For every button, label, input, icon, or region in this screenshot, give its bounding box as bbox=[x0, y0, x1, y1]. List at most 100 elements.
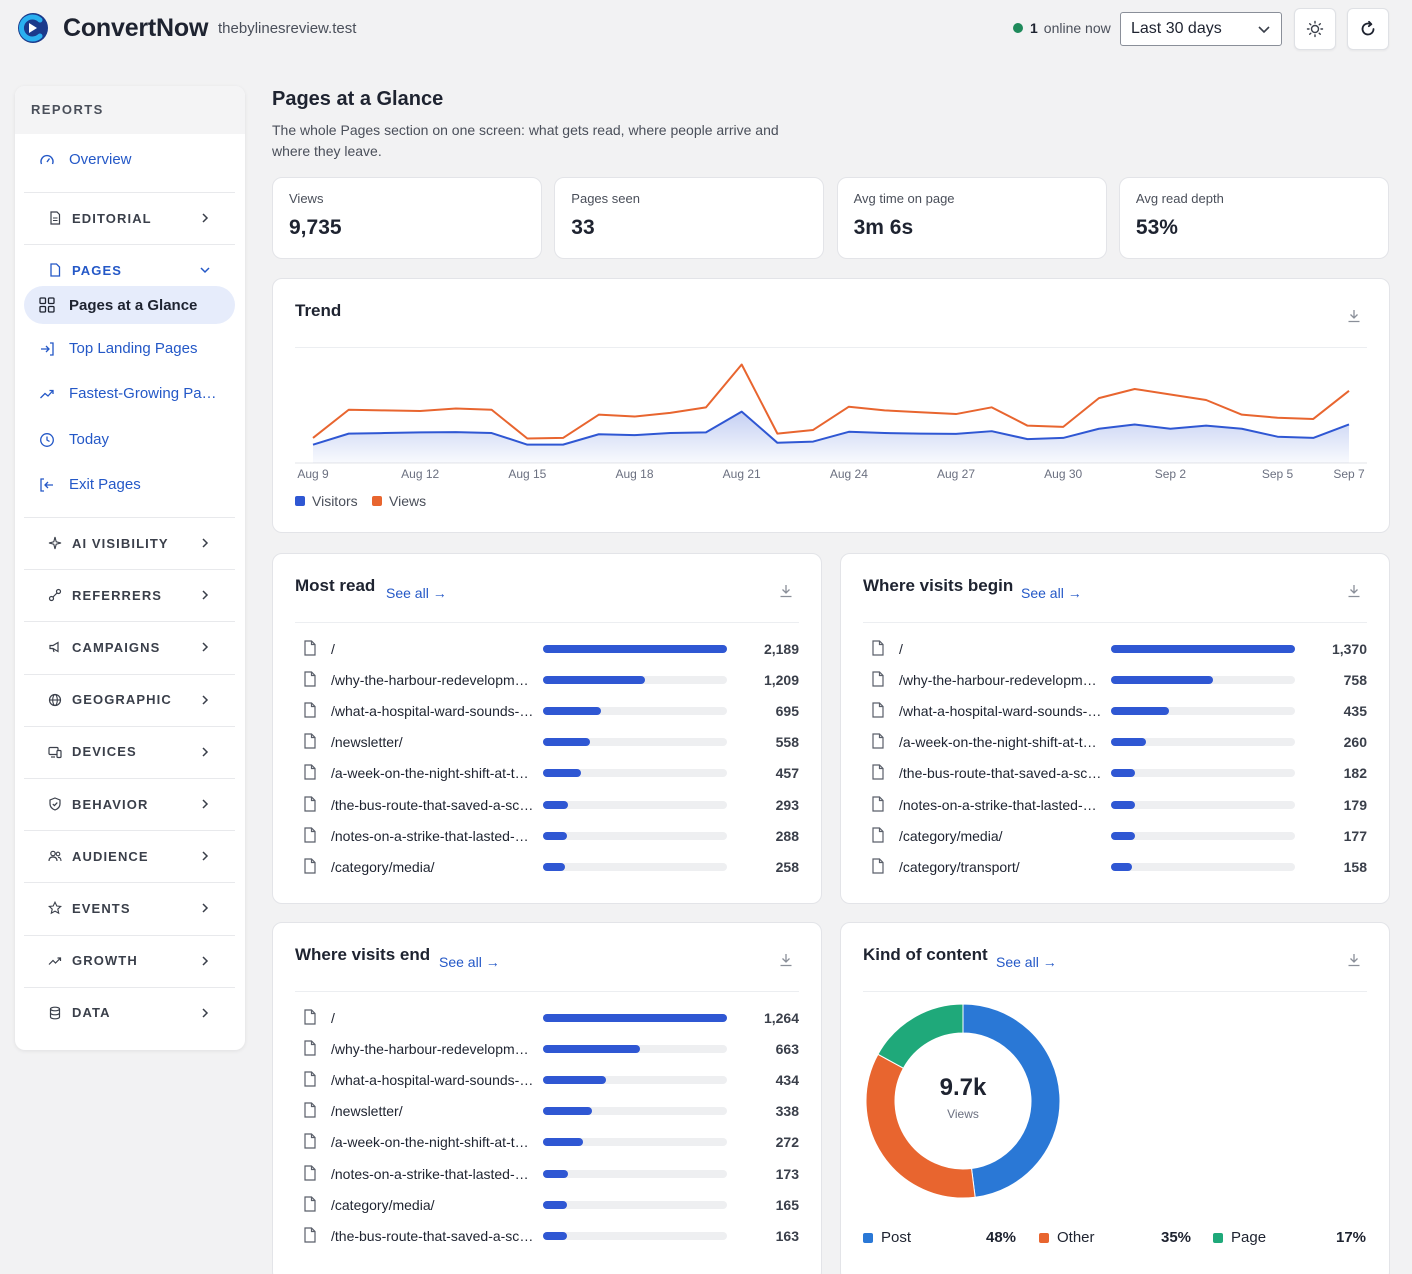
page-path[interactable]: /newsletter/ bbox=[331, 734, 403, 751]
list-row[interactable]: /notes-on-a-strike-that-lasted-a-year/17… bbox=[863, 793, 1367, 817]
list-row[interactable]: /a-week-on-the-night-shift-at-the-depot/… bbox=[863, 730, 1367, 754]
list-row[interactable]: / 1,264 bbox=[295, 1006, 799, 1030]
list-row[interactable]: /notes-on-a-strike-that-lasted-a-year/17… bbox=[295, 1162, 799, 1186]
date-range-select[interactable]: Last 30 days bbox=[1120, 12, 1282, 46]
page-path[interactable]: /category/media/ bbox=[331, 858, 435, 875]
list-row[interactable]: /category/transport/158 bbox=[863, 855, 1367, 879]
row-value: 165 bbox=[775, 1196, 799, 1213]
sidebar-section-growth[interactable]: GROWTH bbox=[24, 936, 235, 986]
page-path[interactable]: /a-week-on-the-night-shift-at-the-depot/ bbox=[331, 1134, 536, 1151]
page-path[interactable]: /a-week-on-the-night-shift-at-the-depot/ bbox=[899, 734, 1104, 751]
page-path[interactable]: / bbox=[331, 641, 335, 657]
list-row[interactable]: /newsletter/338 bbox=[295, 1099, 799, 1123]
sidebar-item-pages-at-a-glance[interactable]: Pages at a Glance bbox=[24, 286, 235, 324]
page-path[interactable]: /notes-on-a-strike-that-lasted-a-year/ bbox=[899, 796, 1104, 813]
page-path[interactable]: /the-bus-route-that-saved-a-school/ bbox=[331, 1227, 536, 1244]
list-row[interactable]: /why-the-harbour-redevelopment-stalled/6… bbox=[295, 1037, 799, 1061]
page-path[interactable]: /category/media/ bbox=[331, 1196, 435, 1213]
download-icon[interactable] bbox=[1347, 584, 1361, 598]
page-path[interactable]: /category/transport/ bbox=[899, 858, 1020, 875]
list-row[interactable]: /why-the-harbour-redevelopment-stalled/7… bbox=[863, 668, 1367, 692]
sidebar-item-overview[interactable]: Overview bbox=[39, 151, 132, 168]
sidebar-section-ai-visibility[interactable]: AI VISIBILITY bbox=[24, 518, 235, 568]
chevron-down-icon bbox=[1258, 26, 1270, 34]
legend-percent: 48% bbox=[986, 1229, 1017, 1246]
see-all-link[interactable]: See all → bbox=[386, 585, 447, 601]
page-path[interactable]: /why-the-harbour-redevelopment-stalled/ bbox=[331, 672, 536, 689]
divider bbox=[863, 622, 1367, 623]
page-path[interactable]: /notes-on-a-strike-that-lasted-a-year/ bbox=[331, 1165, 536, 1182]
list-row[interactable]: / 1,370 bbox=[863, 637, 1367, 661]
stat-card-avg-time-on-page: Avg time on page 3m 6s bbox=[836, 177, 1107, 259]
list-row[interactable]: /category/media/258 bbox=[295, 855, 799, 879]
list-row[interactable]: / 2,189 bbox=[295, 637, 799, 661]
database-icon bbox=[49, 1006, 61, 1020]
chevron-right-icon bbox=[202, 642, 209, 652]
list-row[interactable]: /category/media/177 bbox=[863, 824, 1367, 848]
page-path[interactable]: /newsletter/ bbox=[331, 1103, 403, 1120]
list-row[interactable]: /category/media/165 bbox=[295, 1193, 799, 1217]
online-dot-icon bbox=[1013, 23, 1023, 33]
theme-toggle-button[interactable] bbox=[1294, 8, 1336, 50]
see-all-link[interactable]: See all → bbox=[996, 954, 1057, 970]
list-row[interactable]: /what-a-hospital-ward-sounds-like-at-3am… bbox=[295, 699, 799, 723]
brand-name[interactable]: ConvertNow bbox=[63, 14, 209, 42]
list-row[interactable]: /the-bus-route-that-saved-a-school/163 bbox=[295, 1224, 799, 1248]
download-icon[interactable] bbox=[1347, 309, 1361, 323]
page-path[interactable]: /why-the-harbour-redevelopment-stalled/ bbox=[899, 672, 1104, 689]
see-all-link[interactable]: See all → bbox=[439, 954, 500, 970]
list-row[interactable]: /notes-on-a-strike-that-lasted-a-year/28… bbox=[295, 824, 799, 848]
bar-fill bbox=[543, 1138, 583, 1147]
list-row[interactable]: /why-the-harbour-redevelopment-stalled/1… bbox=[295, 668, 799, 692]
page-path[interactable]: /what-a-hospital-ward-sounds-like-at-3am… bbox=[331, 1072, 536, 1089]
page-path[interactable]: / bbox=[331, 1010, 335, 1026]
donut-slice-page[interactable] bbox=[877, 1003, 964, 1069]
page-path[interactable]: /a-week-on-the-night-shift-at-the-depot/ bbox=[331, 765, 536, 782]
list-row[interactable]: /the-bus-route-that-saved-a-school/182 bbox=[863, 761, 1367, 785]
page-path[interactable]: /what-a-hospital-ward-sounds-like-at-3am… bbox=[899, 703, 1104, 720]
sidebar-item-top-landing-pages[interactable]: Top Landing Pages bbox=[39, 340, 197, 357]
sidebar-section-devices[interactable]: DEVICES bbox=[24, 727, 235, 777]
sidebar-section-events[interactable]: EVENTS bbox=[24, 883, 235, 933]
sidebar-item-fastest-growing[interactable]: Fastest-Growing Pa… bbox=[39, 385, 217, 402]
list-row[interactable]: /a-week-on-the-night-shift-at-the-depot/… bbox=[295, 1130, 799, 1154]
list-row[interactable]: /newsletter/558 bbox=[295, 730, 799, 754]
sidebar-section-pages[interactable]: PAGES bbox=[24, 245, 235, 295]
sidebar-section-referrers[interactable]: REFERRERS bbox=[24, 570, 235, 620]
download-icon[interactable] bbox=[779, 953, 793, 967]
file-icon bbox=[872, 764, 884, 780]
card-title: Where visits end bbox=[295, 945, 431, 964]
sidebar-section-editorial[interactable]: EDITORIAL bbox=[24, 193, 235, 243]
sidebar-item-today[interactable]: Today bbox=[39, 431, 109, 448]
row-value: 663 bbox=[775, 1041, 799, 1058]
chevron-right-icon bbox=[202, 903, 209, 913]
page-path[interactable]: /why-the-harbour-redevelopment-stalled/ bbox=[331, 1041, 536, 1058]
sidebar-section-behavior[interactable]: BEHAVIOR bbox=[24, 779, 235, 829]
sidebar-section-audience[interactable]: AUDIENCE bbox=[24, 831, 235, 881]
page-path[interactable]: /what-a-hospital-ward-sounds-like-at-3am… bbox=[331, 703, 536, 720]
page-path[interactable]: /notes-on-a-strike-that-lasted-a-year/ bbox=[331, 827, 536, 844]
list-row[interactable]: /a-week-on-the-night-shift-at-the-depot/… bbox=[295, 761, 799, 785]
x-tick-label: Sep 2 bbox=[1155, 467, 1187, 481]
brand-logo-icon[interactable] bbox=[16, 11, 50, 45]
list-row[interactable]: /what-a-hospital-ward-sounds-like-at-3am… bbox=[863, 699, 1367, 723]
sidebar-section-campaigns[interactable]: CAMPAIGNS bbox=[24, 622, 235, 672]
bar-track bbox=[543, 1107, 727, 1116]
donut-slice-post[interactable] bbox=[962, 1003, 1061, 1198]
page-path[interactable]: /category/media/ bbox=[899, 827, 1003, 844]
download-icon[interactable] bbox=[1347, 953, 1361, 967]
list-row[interactable]: /the-bus-route-that-saved-a-school/293 bbox=[295, 793, 799, 817]
see-all-link[interactable]: See all → bbox=[1021, 585, 1082, 601]
page-path[interactable]: / bbox=[899, 641, 903, 657]
sidebar-section-label: DEVICES bbox=[72, 744, 137, 760]
sidebar-section-data[interactable]: DATA bbox=[24, 988, 235, 1038]
download-icon[interactable] bbox=[779, 584, 793, 598]
sidebar-section-geographic[interactable]: GEOGRAPHIC bbox=[24, 675, 235, 725]
refresh-button[interactable] bbox=[1347, 8, 1389, 50]
online-indicator: 1 online now bbox=[1013, 20, 1111, 36]
page-path[interactable]: /the-bus-route-that-saved-a-school/ bbox=[331, 796, 536, 813]
page-path[interactable]: /the-bus-route-that-saved-a-school/ bbox=[899, 765, 1104, 782]
x-tick-label: Aug 18 bbox=[615, 467, 653, 481]
list-row[interactable]: /what-a-hospital-ward-sounds-like-at-3am… bbox=[295, 1068, 799, 1092]
sidebar-item-exit-pages[interactable]: Exit Pages bbox=[39, 476, 141, 493]
